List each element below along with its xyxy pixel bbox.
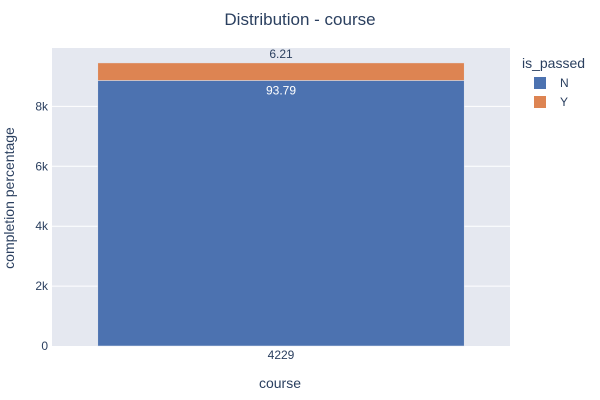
bar-segment-y <box>97 62 465 81</box>
x-tick-label: 4229 <box>268 348 295 362</box>
legend-items: NY <box>534 76 569 109</box>
legend-label-y: Y <box>560 95 568 109</box>
legend-label-n: N <box>560 76 569 90</box>
bar-segment-n <box>97 80 465 347</box>
y-tick-label: 6k <box>35 159 49 173</box>
y-tick-label: 2k <box>35 279 49 293</box>
legend: is_passed NY <box>522 55 585 109</box>
y-tick-label: 0 <box>41 339 48 353</box>
legend-title: is_passed <box>522 55 585 71</box>
legend-swatch-y <box>534 96 546 108</box>
data-label-y: 6.21 <box>269 47 293 61</box>
data-labels: 93.79 6.21 <box>266 47 296 98</box>
chart-title: Distribution - course <box>224 10 375 29</box>
x-axis-title: course <box>259 375 301 391</box>
tick-labels: 0 2k 4k 6k 8k 4229 <box>35 99 294 362</box>
y-tick-label: 8k <box>35 99 49 113</box>
y-tick-label: 4k <box>35 219 49 233</box>
data-label-n: 93.79 <box>266 83 296 97</box>
y-axis-title: completion percentage <box>1 127 17 269</box>
bars <box>97 62 465 347</box>
legend-swatch-n <box>534 77 546 89</box>
